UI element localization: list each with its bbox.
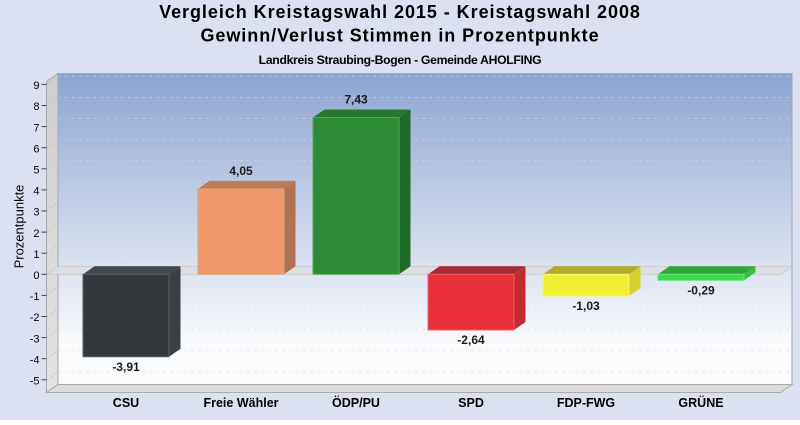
svg-text:7: 7: [33, 122, 39, 134]
svg-text:-4: -4: [30, 354, 40, 366]
svg-text:Freie Wähler: Freie Wähler: [203, 396, 278, 410]
svg-text:SPD: SPD: [458, 396, 484, 410]
svg-text:Landkreis Straubing-Bogen - Ge: Landkreis Straubing-Bogen - Gemeinde AHO…: [259, 53, 542, 67]
svg-text:6: 6: [33, 143, 39, 155]
svg-text:Prozentpunkte: Prozentpunkte: [12, 185, 27, 269]
svg-text:-0,29: -0,29: [687, 284, 715, 298]
svg-text:ÖDP/PU: ÖDP/PU: [332, 395, 380, 410]
svg-text:3: 3: [33, 207, 39, 219]
svg-text:-5: -5: [30, 376, 40, 388]
svg-text:-1: -1: [30, 291, 40, 303]
svg-text:CSU: CSU: [113, 396, 139, 410]
svg-text:7,43: 7,43: [344, 93, 368, 107]
svg-text:-3,91: -3,91: [112, 360, 140, 374]
svg-text:FDP-FWG: FDP-FWG: [557, 396, 615, 410]
svg-text:-1,03: -1,03: [572, 299, 600, 313]
svg-text:GRÜNE: GRÜNE: [678, 395, 723, 410]
svg-text:4: 4: [33, 186, 39, 198]
svg-text:2: 2: [33, 228, 39, 240]
svg-text:-2: -2: [30, 312, 40, 324]
svg-text:5: 5: [33, 165, 39, 177]
svg-text:-2,64: -2,64: [457, 333, 485, 347]
svg-text:4,05: 4,05: [229, 164, 253, 178]
svg-text:9: 9: [33, 80, 39, 92]
svg-text:Gewinn/Verlust Stimmen in Proz: Gewinn/Verlust Stimmen in Prozentpunkte: [200, 25, 599, 45]
svg-text:-3: -3: [30, 333, 40, 345]
svg-text:0: 0: [33, 270, 39, 282]
svg-text:Vergleich Kreistagswahl 2015 -: Vergleich Kreistagswahl 2015 - Kreistags…: [159, 2, 641, 22]
svg-text:1: 1: [33, 249, 39, 261]
svg-text:8: 8: [33, 101, 39, 113]
